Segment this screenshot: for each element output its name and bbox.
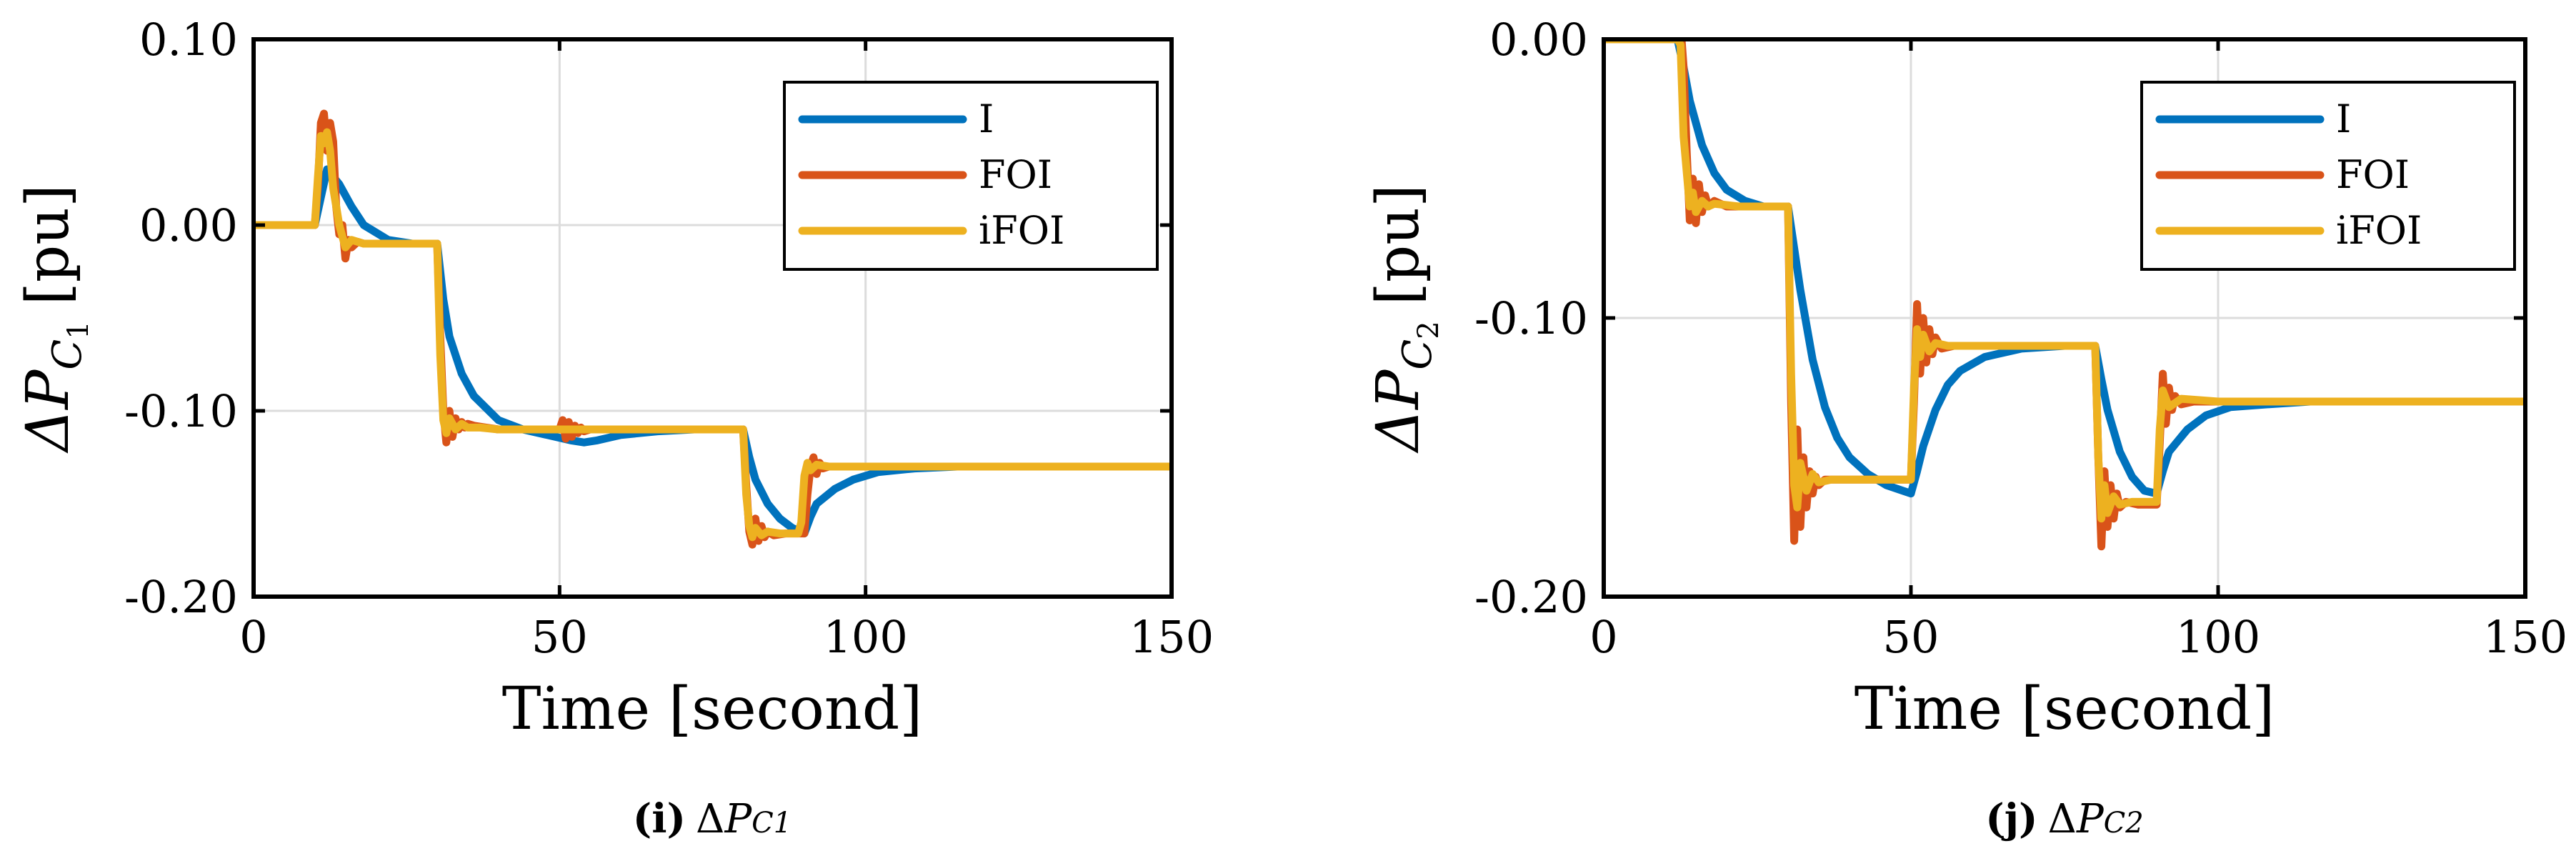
legend-label-i: I: [979, 96, 994, 141]
y-tick-label: -0.10: [1474, 292, 1588, 344]
caption-letter: (j): [1985, 795, 2037, 842]
caption-sub: C1: [752, 807, 792, 840]
legend: I FOI iFOI: [2140, 81, 2516, 271]
legend: I FOI iFOI: [783, 81, 1159, 271]
caption-symbol: Δ: [2048, 796, 2077, 842]
y-axis-label-sub: C: [44, 339, 91, 370]
y-axis-label-unit: [pu]: [1364, 184, 1432, 305]
legend-label-foi: FOI: [2336, 152, 2410, 197]
legend-box: [783, 81, 1159, 271]
y-axis-label-main: ΔP: [14, 369, 82, 454]
series-line-ifoi: [1604, 39, 2525, 523]
y-axis-label-main: ΔP: [1364, 369, 1432, 454]
y-axis-label-unit: [pu]: [14, 184, 82, 305]
panel-caption: (j) ΔPC2: [1985, 795, 2143, 842]
caption-var: P: [2076, 796, 2105, 842]
caption-symbol: Δ: [696, 796, 724, 842]
chart-panel-i: 0 50 100 150 -0.20 -0.10 0.00 0.10 Time [second]…: [14, 14, 1214, 842]
series-line-i: [1604, 39, 2525, 498]
caption-sub: C2: [2104, 807, 2144, 840]
y-tick-label: 0.10: [139, 14, 238, 66]
x-tick-label: 50: [531, 611, 588, 663]
x-tick-label: 0: [239, 611, 267, 663]
y-tick-label: 0.00: [139, 199, 238, 252]
y-tick-label: -0.10: [124, 385, 238, 437]
y-axis-label-sub: C: [1394, 339, 1441, 370]
x-axis-label: Time [second]: [1854, 675, 2275, 743]
legend-label-foi: FOI: [979, 152, 1052, 197]
caption-var: P: [724, 796, 752, 842]
series-line-i: [254, 165, 1172, 538]
y-axis-label-subsub: 1: [62, 321, 95, 339]
series-line-ifoi: [254, 128, 1172, 542]
y-tick-label: 0.00: [1489, 14, 1588, 66]
y-tick-label: -0.20: [124, 571, 238, 623]
x-tick-label: 150: [2483, 611, 2567, 663]
series-group: [254, 109, 1172, 549]
x-axis-label: Time [second]: [502, 675, 922, 743]
y-axis-label-subsub: 2: [1412, 321, 1445, 339]
panel-caption: (i) ΔPC1: [633, 795, 792, 842]
x-tick-label: 150: [1129, 611, 1214, 663]
axes-frame: [251, 37, 1174, 599]
x-tick-label: 100: [2176, 611, 2260, 663]
y-axis-label: ΔPC2 [pu]: [1364, 184, 1445, 454]
legend-label-ifoi: iFOI: [979, 208, 1064, 253]
x-tick-label: 100: [823, 611, 907, 663]
x-tick-label: 50: [1883, 611, 1940, 663]
legend-label-ifoi: iFOI: [2336, 208, 2422, 253]
caption-letter: (i): [633, 795, 686, 842]
legend-label-i: I: [2336, 96, 2351, 141]
y-axis-label: ΔPC1 [pu]: [14, 184, 95, 454]
series-group: [1604, 39, 2525, 551]
y-tick-label: -0.20: [1474, 571, 1588, 623]
x-tick-label: 0: [1589, 611, 1617, 663]
